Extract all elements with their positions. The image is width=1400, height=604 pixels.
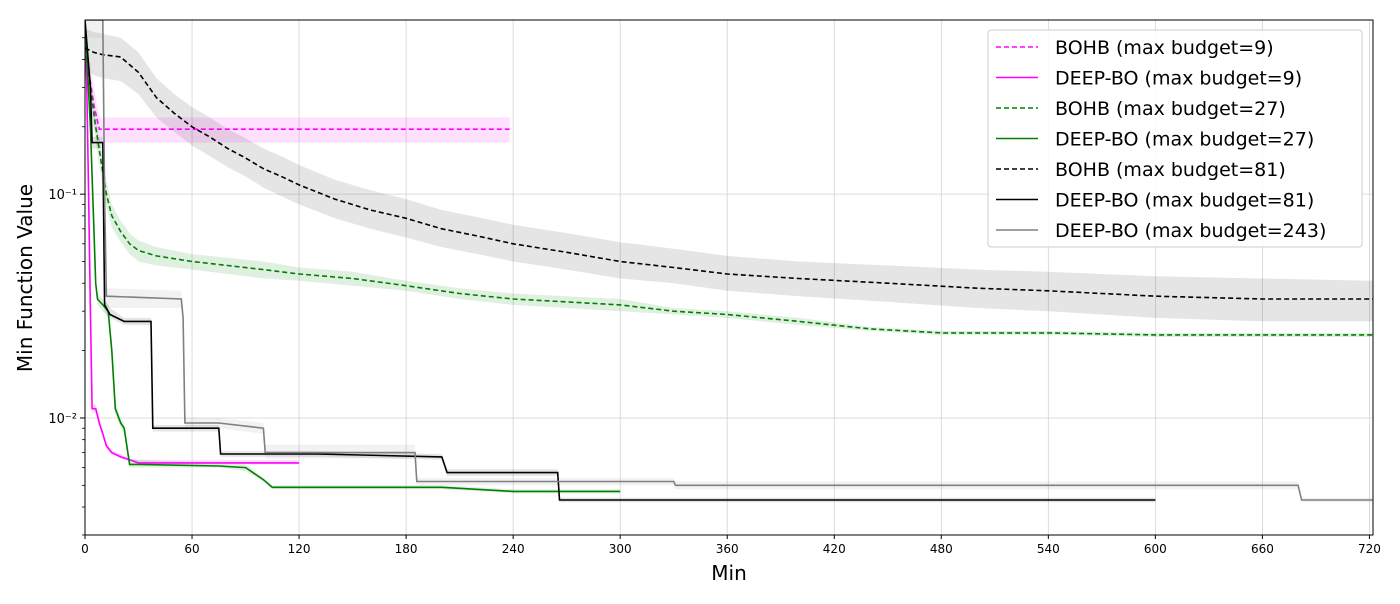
series-band-5 — [85, 28, 1373, 322]
legend-label: DEEP-BO (max budget=243) — [1055, 220, 1326, 242]
x-tick-label: 360 — [716, 542, 739, 556]
series-line-3 — [85, 47, 1373, 336]
x-tick-label: 420 — [823, 542, 846, 556]
x-tick-label: 600 — [1144, 542, 1167, 556]
x-tick-label: 300 — [609, 542, 632, 556]
x-tick-label: 240 — [502, 542, 525, 556]
y-tick-label: 10⁻¹ — [48, 188, 77, 203]
legend-label: DEEP-BO (max budget=81) — [1055, 190, 1314, 212]
legend-label: BOHB (max budget=9) — [1055, 37, 1274, 59]
legend-box — [987, 29, 1363, 248]
y-tick-label: 10⁻² — [48, 412, 77, 427]
x-tick-label: 540 — [1037, 542, 1060, 556]
plot-frame — [84, 19, 1374, 536]
y-axis-label: Min Function Value — [13, 184, 37, 372]
grid — [84, 20, 1373, 535]
x-tick-label: 0 — [81, 542, 89, 556]
legend: BOHB (max budget=9) DEEP-BO (max budget=9… — [987, 29, 1363, 248]
y-axis-ticks: 10⁻² 10⁻¹ — [48, 37, 85, 536]
series-line-5 — [85, 47, 1373, 300]
series-line-7 — [85, 20, 1373, 501]
x-tick-label: 60 — [184, 542, 199, 556]
legend-label: DEEP-BO (max budget=9) — [1055, 68, 1302, 90]
x-tick-label: 720 — [1358, 542, 1381, 556]
confidence-bands — [85, 20, 1373, 503]
x-tick-label: 660 — [1251, 542, 1274, 556]
x-axis-label: Min — [711, 561, 747, 585]
legend-label: DEEP-BO (max budget=27) — [1055, 129, 1314, 151]
series-line-1 — [85, 47, 510, 130]
series-line-6 — [85, 20, 1156, 501]
series-line-4 — [85, 20, 621, 493]
x-axis-ticks: 0 60 120 180 240 300 360 420 480 540 600 660 720 — [81, 535, 1381, 556]
series-lines — [85, 20, 1373, 501]
x-tick-label: 120 — [288, 542, 311, 556]
legend-label: BOHB (max budget=27) — [1055, 98, 1286, 120]
x-tick-label: 480 — [930, 542, 953, 556]
x-tick-label: 180 — [395, 542, 418, 556]
legend-label: BOHB (max budget=81) — [1055, 159, 1286, 181]
series-band-1 — [85, 28, 510, 143]
